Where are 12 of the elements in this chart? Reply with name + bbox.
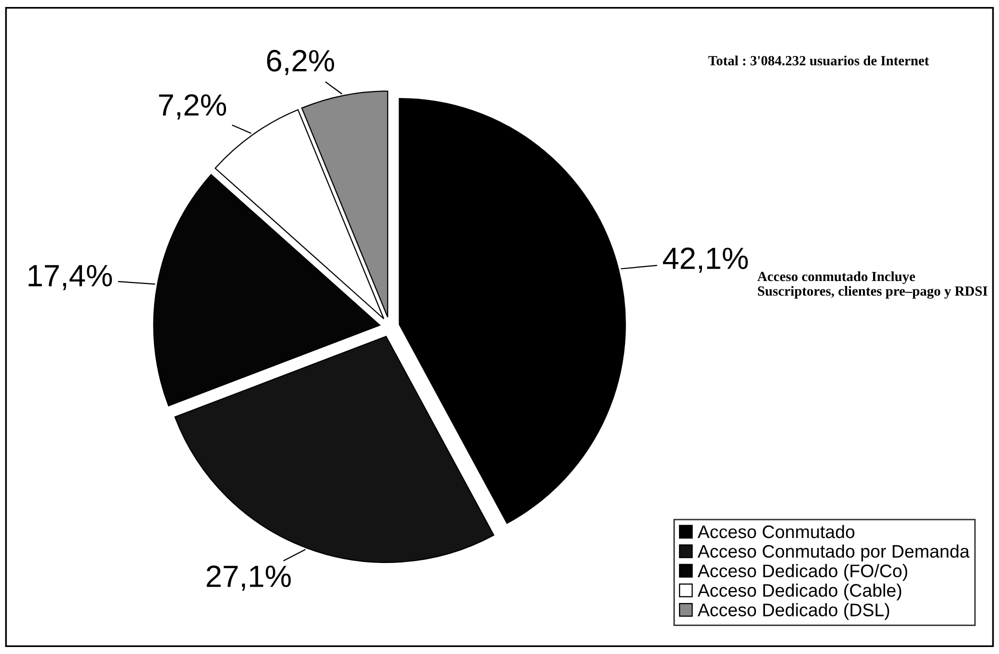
data-label: 6,2% [267, 50, 334, 76]
legend-label: Acceso Dedicado (DSL) [698, 603, 890, 620]
legend-label: Acceso Dedicado (Cable) [698, 584, 902, 600]
data-label: 27,1% [206, 566, 291, 591]
data-label: 7,2% [159, 94, 226, 120]
legend-label: Acceso Dedicado (FO/Co) [698, 564, 908, 581]
legend-label: Acceso Conmutado [698, 524, 854, 538]
text: Acceso conmutado Incluye Suscriptores, clientes pre–pago y RDSI [757, 271, 988, 299]
data-label: 42,1% [662, 248, 748, 273]
text: Total : 3'084.232 usuarios de Internet [708, 56, 930, 66]
data-label: 17,4% [28, 265, 112, 290]
legend-label: Acceso Conmutado por Demanda [698, 544, 970, 562]
